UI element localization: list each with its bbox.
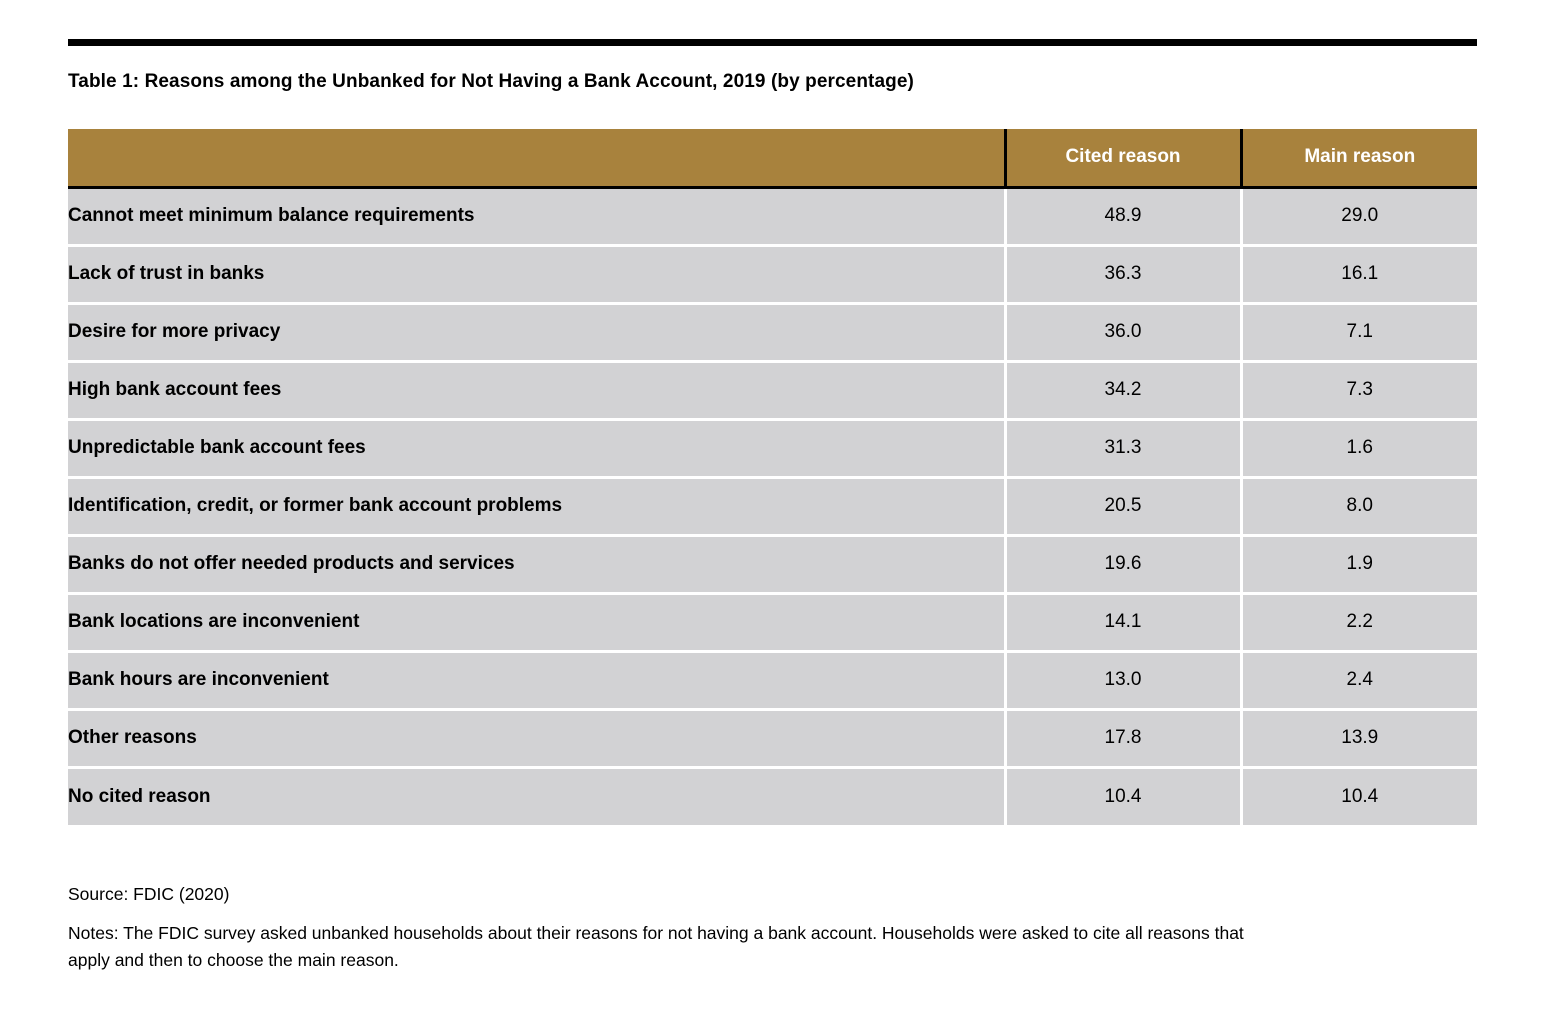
- cited-value: 10.4: [1005, 767, 1243, 825]
- table-row: Unpredictable bank account fees 31.3 1.6: [68, 419, 1477, 479]
- cited-value: 31.3: [1005, 419, 1243, 479]
- cited-value: 20.5: [1005, 477, 1243, 537]
- main-value: 29.0: [1241, 187, 1477, 247]
- cited-reason-header: Cited reason: [1005, 129, 1243, 189]
- main-value: 13.9: [1241, 709, 1477, 769]
- main-value: 8.0: [1241, 477, 1477, 537]
- notes-line-1: Notes: The FDIC survey asked unbanked ho…: [68, 923, 1244, 943]
- cited-value: 19.6: [1005, 535, 1243, 595]
- reason-label: Other reasons: [68, 709, 1007, 769]
- notes-text: Notes: The FDIC survey asked unbanked ho…: [68, 920, 1477, 974]
- reasons-table: Cited reason Main reason Cannot meet min…: [68, 129, 1477, 825]
- main-value: 7.3: [1241, 361, 1477, 421]
- cited-value: 17.8: [1005, 709, 1243, 769]
- table-row: High bank account fees 34.2 7.3: [68, 361, 1477, 421]
- notes-line-2: apply and then to choose the main reason…: [68, 950, 399, 970]
- main-value: 10.4: [1241, 767, 1477, 825]
- main-value: 1.6: [1241, 419, 1477, 479]
- reason-label: Banks do not offer needed products and s…: [68, 535, 1007, 595]
- source-text: Source: FDIC (2020): [68, 884, 230, 904]
- table-row: Other reasons 17.8 13.9: [68, 709, 1477, 769]
- reason-label: Lack of trust in banks: [68, 245, 1007, 305]
- table-row: Banks do not offer needed products and s…: [68, 535, 1477, 595]
- reason-label: Desire for more privacy: [68, 303, 1007, 363]
- table-row: Cannot meet minimum balance requirements…: [68, 187, 1477, 247]
- reason-label: High bank account fees: [68, 361, 1007, 421]
- table-title: Table 1: Reasons among the Unbanked for …: [68, 71, 914, 92]
- reason-label: Bank locations are inconvenient: [68, 593, 1007, 653]
- content-area: Table 1: Reasons among the Unbanked for …: [68, 0, 1477, 974]
- main-value: 7.1: [1241, 303, 1477, 363]
- main-value: 2.4: [1241, 651, 1477, 711]
- table-row: Bank hours are inconvenient 13.0 2.4: [68, 651, 1477, 711]
- table-header-row: Cited reason Main reason: [68, 129, 1477, 189]
- cited-value: 48.9: [1005, 187, 1243, 247]
- cited-value: 13.0: [1005, 651, 1243, 711]
- main-value: 2.2: [1241, 593, 1477, 653]
- table-row: Bank locations are inconvenient 14.1 2.2: [68, 593, 1477, 653]
- cited-value: 34.2: [1005, 361, 1243, 421]
- empty-header-cell: [68, 129, 1007, 189]
- cited-value: 14.1: [1005, 593, 1243, 653]
- table-row: Identification, credit, or former bank a…: [68, 477, 1477, 537]
- reason-label: No cited reason: [68, 767, 1007, 825]
- top-rule-divider: [68, 39, 1477, 46]
- main-value: 16.1: [1241, 245, 1477, 305]
- reason-label: Identification, credit, or former bank a…: [68, 477, 1007, 537]
- reason-label: Unpredictable bank account fees: [68, 419, 1007, 479]
- table-row: No cited reason 10.4 10.4: [68, 767, 1477, 825]
- table-row: Lack of trust in banks 36.3 16.1: [68, 245, 1477, 305]
- reason-label: Cannot meet minimum balance requirements: [68, 187, 1007, 247]
- table-row: Desire for more privacy 36.0 7.1: [68, 303, 1477, 363]
- reason-label: Bank hours are inconvenient: [68, 651, 1007, 711]
- main-value: 1.9: [1241, 535, 1477, 595]
- main-reason-header: Main reason: [1241, 129, 1477, 189]
- cited-value: 36.0: [1005, 303, 1243, 363]
- cited-value: 36.3: [1005, 245, 1243, 305]
